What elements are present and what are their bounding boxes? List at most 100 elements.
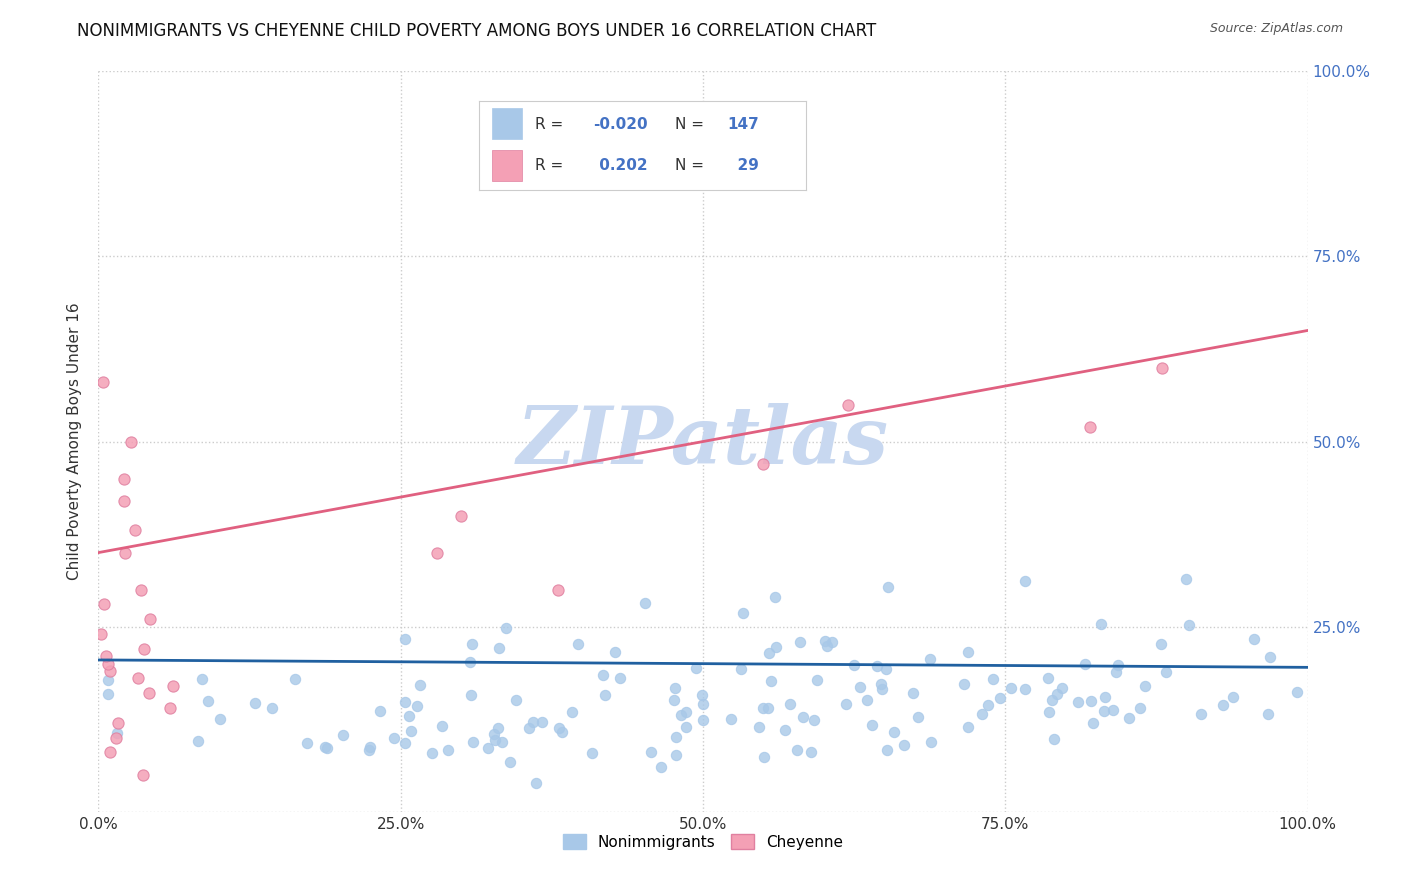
Point bbox=[491, 735, 513, 749]
Point bbox=[316, 741, 339, 756]
Point bbox=[1212, 698, 1234, 712]
Point bbox=[815, 639, 838, 653]
Point bbox=[907, 710, 929, 724]
Point bbox=[730, 662, 752, 676]
Point bbox=[634, 596, 657, 610]
Point bbox=[1257, 707, 1279, 722]
Point bbox=[875, 662, 897, 676]
Point bbox=[1129, 701, 1152, 715]
Point bbox=[129, 582, 152, 597]
Point bbox=[856, 693, 879, 707]
Point bbox=[107, 715, 129, 730]
Point bbox=[91, 376, 114, 390]
Point bbox=[1050, 681, 1073, 695]
Point bbox=[567, 637, 589, 651]
Point bbox=[359, 740, 381, 755]
Point bbox=[664, 681, 686, 695]
Point bbox=[1066, 695, 1088, 709]
Point bbox=[837, 398, 859, 412]
Point bbox=[1107, 658, 1129, 673]
Point bbox=[394, 695, 416, 709]
Point bbox=[1101, 703, 1123, 717]
Point bbox=[848, 680, 870, 694]
Point bbox=[187, 734, 209, 748]
Point bbox=[883, 725, 905, 739]
Point bbox=[482, 727, 505, 741]
Point bbox=[581, 746, 603, 760]
Point bbox=[893, 738, 915, 752]
Point bbox=[98, 746, 121, 760]
Text: ZIPatlas: ZIPatlas bbox=[517, 403, 889, 480]
Point bbox=[132, 641, 155, 656]
Point bbox=[332, 728, 354, 742]
Point bbox=[1074, 657, 1097, 672]
Point bbox=[650, 760, 672, 774]
Point bbox=[803, 713, 825, 727]
Point bbox=[1150, 637, 1173, 651]
Point bbox=[406, 698, 429, 713]
Point bbox=[918, 652, 941, 666]
Point bbox=[901, 686, 924, 700]
Point bbox=[733, 607, 755, 621]
Point bbox=[522, 714, 544, 729]
Point bbox=[114, 546, 136, 560]
Point bbox=[773, 723, 796, 738]
Point bbox=[1000, 681, 1022, 695]
Point bbox=[368, 705, 391, 719]
Point bbox=[105, 731, 128, 745]
Point bbox=[458, 655, 481, 669]
Point bbox=[112, 493, 135, 508]
Legend: Nonimmigrants, Cheyenne: Nonimmigrants, Cheyenne bbox=[557, 828, 849, 856]
Point bbox=[486, 721, 509, 735]
Text: NONIMMIGRANTS VS CHEYENNE CHILD POVERTY AMONG BOYS UNDER 16 CORRELATION CHART: NONIMMIGRANTS VS CHEYENNE CHILD POVERTY … bbox=[77, 22, 876, 40]
Point bbox=[461, 735, 484, 749]
Point bbox=[675, 720, 697, 734]
Point bbox=[548, 721, 571, 735]
Point bbox=[756, 700, 779, 714]
Point bbox=[357, 743, 380, 757]
Point bbox=[759, 673, 782, 688]
Point bbox=[1286, 684, 1309, 698]
Point bbox=[1177, 618, 1199, 632]
Point bbox=[720, 712, 742, 726]
Point bbox=[765, 640, 787, 655]
Point bbox=[505, 692, 527, 706]
Point bbox=[1104, 665, 1126, 679]
Point bbox=[430, 719, 453, 733]
Point bbox=[692, 713, 714, 727]
Point bbox=[792, 710, 814, 724]
Point bbox=[981, 672, 1004, 686]
Point bbox=[284, 672, 307, 686]
Point bbox=[665, 731, 688, 745]
Point bbox=[105, 726, 128, 740]
Point bbox=[550, 724, 572, 739]
Point bbox=[132, 767, 155, 781]
Point bbox=[662, 692, 685, 706]
Point bbox=[408, 678, 430, 692]
Point bbox=[752, 457, 775, 471]
Point bbox=[93, 598, 115, 612]
Point bbox=[159, 701, 181, 715]
Point bbox=[1156, 665, 1178, 680]
Point bbox=[988, 691, 1011, 706]
Point bbox=[1081, 715, 1104, 730]
Point bbox=[394, 736, 416, 750]
Point bbox=[1014, 574, 1036, 588]
Point bbox=[675, 705, 697, 719]
Point bbox=[1046, 687, 1069, 701]
Point bbox=[1175, 572, 1198, 586]
Point bbox=[398, 709, 420, 723]
Point bbox=[866, 659, 889, 673]
Point bbox=[1258, 650, 1281, 665]
Point bbox=[1152, 360, 1174, 375]
Point bbox=[814, 634, 837, 648]
Point bbox=[90, 627, 112, 641]
Point bbox=[382, 731, 405, 745]
Point bbox=[876, 743, 898, 757]
Point bbox=[1078, 419, 1101, 434]
Point bbox=[1222, 690, 1244, 704]
Point bbox=[835, 697, 858, 711]
Point bbox=[592, 667, 614, 681]
Point bbox=[561, 705, 583, 719]
Point bbox=[920, 735, 942, 749]
